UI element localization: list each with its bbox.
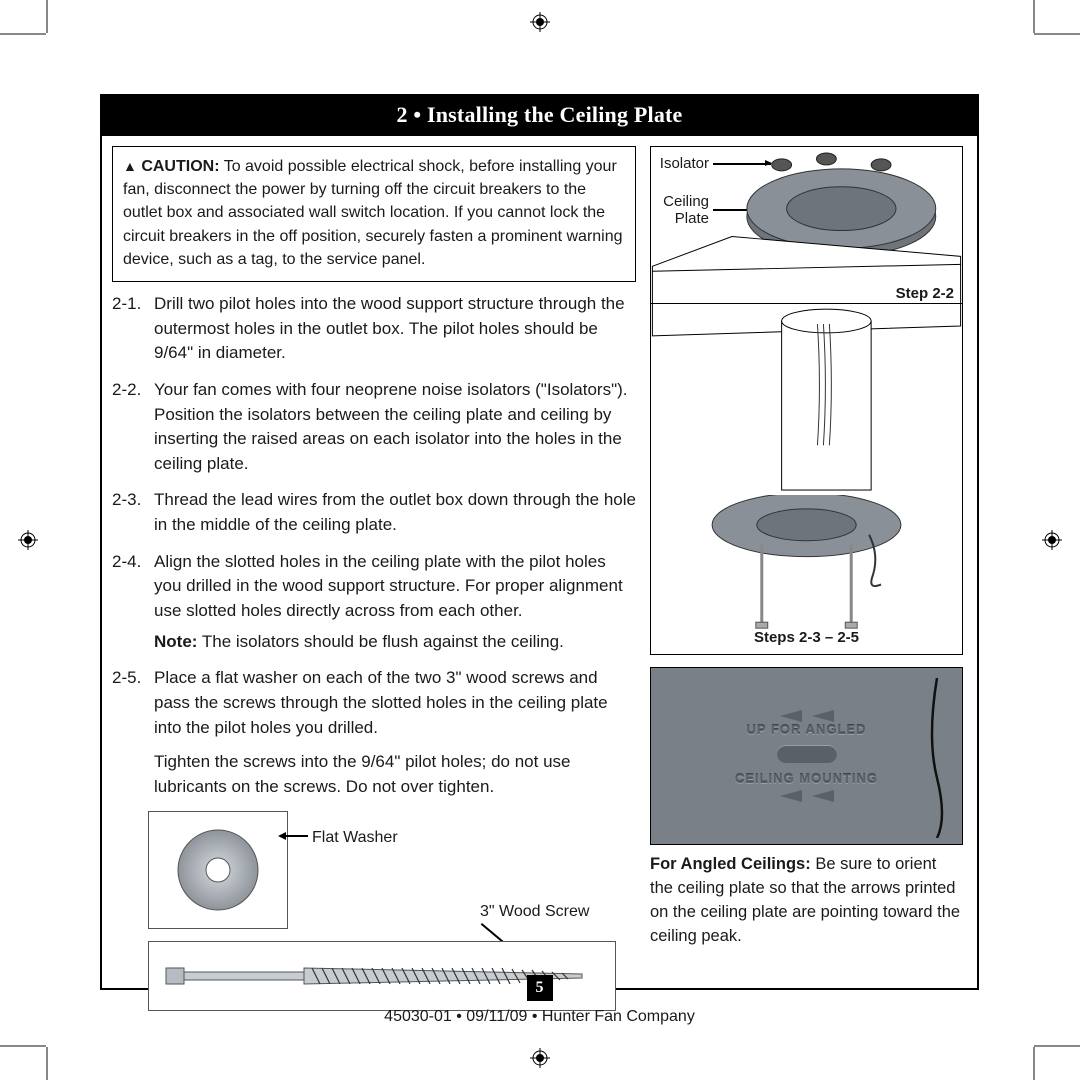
registration-mark-icon xyxy=(530,12,550,32)
left-column: ▲ CAUTION: To avoid possible electrical … xyxy=(112,146,636,1011)
diagram-steps-2-3-2-5: Steps 2-3 – 2-5 xyxy=(650,495,963,655)
step-number: 2-5. xyxy=(112,666,154,799)
arrow-left-icon xyxy=(780,790,802,802)
step-number: 2-2. xyxy=(112,378,154,477)
step-number: 2-4. xyxy=(112,550,154,655)
registration-mark-icon xyxy=(1042,530,1062,550)
steps-list: 2-1. Drill two pilot holes into the wood… xyxy=(112,292,636,800)
step-text: Place a flat washer on each of the two 3… xyxy=(154,668,608,736)
step-item: 2-2. Your fan comes with four neoprene n… xyxy=(112,378,636,477)
step-2-2-caption: Step 2-2 xyxy=(896,285,954,302)
angled-ceiling-plate-icon: UP FOR ANGLED CEILING MOUNTING xyxy=(650,667,963,845)
angled-mount-text: CEILING MOUNTING xyxy=(735,771,878,786)
step-number: 2-1. xyxy=(112,292,154,366)
angled-ceiling-note: For Angled Ceilings: Be sure to orient t… xyxy=(650,853,963,949)
step-text: Align the slotted holes in the ceiling p… xyxy=(154,552,623,620)
warning-icon: ▲ xyxy=(123,158,137,174)
angled-label: For Angled Ceilings: xyxy=(650,855,811,873)
steps-2-3-2-5-caption: Steps 2-3 – 2-5 xyxy=(651,629,962,646)
step-text: Your fan comes with four neoprene noise … xyxy=(154,378,636,477)
note-text: The isolators should be flush against th… xyxy=(202,632,564,651)
arrow-left-icon xyxy=(812,710,834,722)
step-item: 2-1. Drill two pilot holes into the wood… xyxy=(112,292,636,366)
page-frame: 2 • Installing the Ceiling Plate ▲ CAUTI… xyxy=(100,94,979,990)
crop-mark xyxy=(1034,33,1080,35)
note-label: Note: xyxy=(154,632,197,651)
diagram-step-2-2: Isolator Ceiling Plate xyxy=(650,146,963,496)
arrow-left-icon xyxy=(812,790,834,802)
step-text: Thread the lead wires from the outlet bo… xyxy=(154,488,636,537)
caution-label: CAUTION: xyxy=(141,158,219,175)
step-subtext: Tighten the screws into the 9/64" pilot … xyxy=(154,750,636,799)
crop-mark xyxy=(1034,1045,1080,1047)
step-item: 2-4. Align the slotted holes in the ceil… xyxy=(112,550,636,655)
arrow-left-icon xyxy=(780,710,802,722)
crop-mark xyxy=(46,0,48,33)
flat-washer-icon xyxy=(148,811,288,929)
page-title: 2 • Installing the Ceiling Plate xyxy=(102,96,977,136)
crop-mark xyxy=(0,1045,46,1047)
slot-icon xyxy=(777,745,837,763)
wire-icon xyxy=(922,678,952,838)
registration-mark-icon xyxy=(18,530,38,550)
crop-mark xyxy=(1033,0,1035,33)
footer-line: 45030-01 • 09/11/09 • Hunter Fan Company xyxy=(102,1008,977,1026)
step-number: 2-3. xyxy=(112,488,154,537)
angled-up-text: UP FOR ANGLED xyxy=(747,722,867,737)
crop-mark xyxy=(46,1047,48,1080)
step-text: Drill two pilot holes into the wood supp… xyxy=(154,292,636,366)
caution-box: ▲ CAUTION: To avoid possible electrical … xyxy=(112,146,636,282)
flat-washer-label: Flat Washer xyxy=(312,829,398,847)
step-item: 2-3. Thread the lead wires from the outl… xyxy=(112,488,636,537)
step-item: 2-5. Place a flat washer on each of the … xyxy=(112,666,636,799)
arrow-icon xyxy=(280,835,308,837)
divider xyxy=(651,303,962,304)
crop-mark xyxy=(0,33,46,35)
right-column: Isolator Ceiling Plate xyxy=(650,146,963,1011)
wood-screw-label: 3" Wood Screw xyxy=(480,903,589,921)
registration-mark-icon xyxy=(530,1048,550,1068)
page-number: 5 xyxy=(527,975,553,1001)
parts-figure: Flat Washer 3" Wood Screw xyxy=(112,811,636,1011)
crop-mark xyxy=(1033,1047,1035,1080)
